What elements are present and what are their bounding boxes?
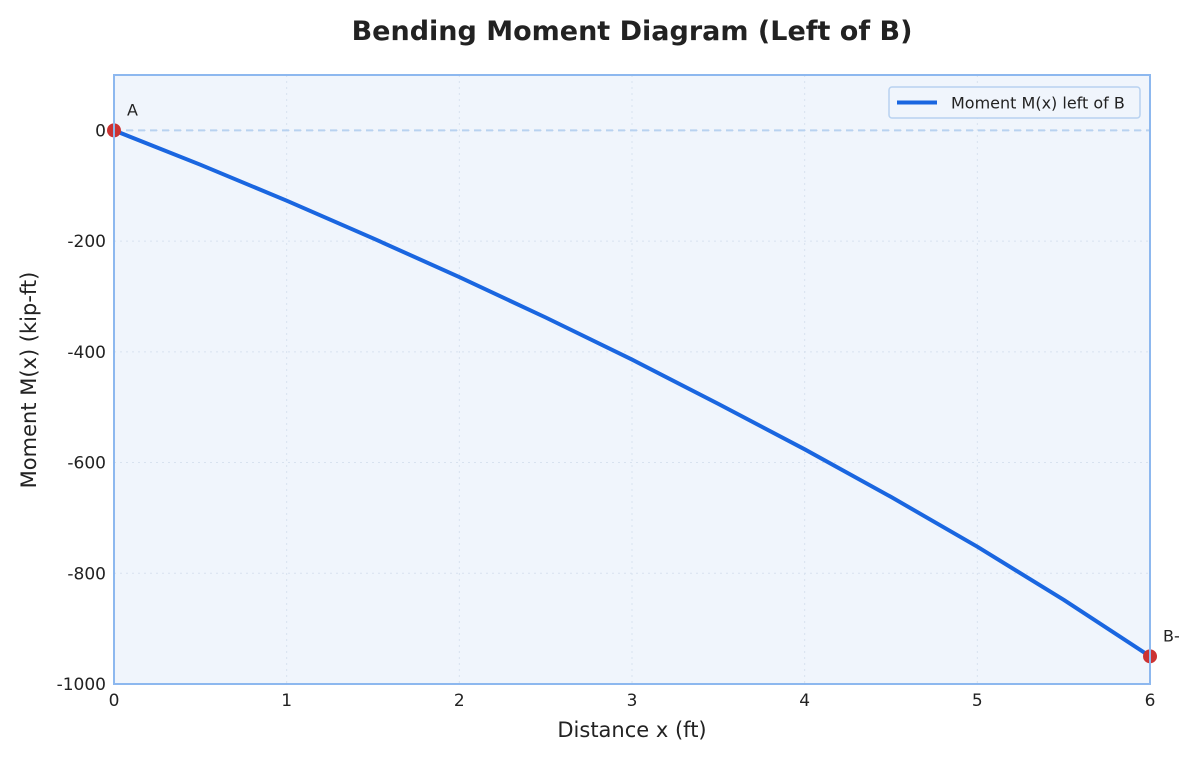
chart-title: Bending Moment Diagram (Left of B) — [352, 16, 913, 47]
x-tick-label-4: 4 — [799, 691, 810, 711]
x-tick-label-2: 2 — [454, 691, 465, 711]
y-axis-label: Moment M(x) (kip-ft) — [17, 272, 41, 489]
plot-background — [114, 75, 1150, 684]
x-axis-label: Distance x (ft) — [557, 718, 706, 742]
x-tick-label-1: 1 — [281, 691, 292, 711]
y-tick-label-0: 0 — [95, 121, 106, 141]
x-tick-label-5: 5 — [972, 691, 983, 711]
series-line-0 — [112, 128, 1152, 659]
legend-box — [888, 86, 1141, 119]
point-label-0: A — [127, 100, 138, 119]
plot-frame — [113, 74, 1151, 685]
x-tick-label-3: 3 — [627, 691, 638, 711]
plot-area: A B- 0 1 2 3 4 5 6 0 -200 -400 -600 -800 -1000 — [57, 74, 1180, 711]
legend: Moment M(x) left of B — [888, 86, 1141, 119]
y-tick-label-5: -1000 — [57, 675, 106, 695]
x-tick-label-0: 0 — [109, 691, 120, 711]
x-tick-label-6: 6 — [1145, 691, 1156, 711]
y-tick-label-4: -800 — [67, 564, 106, 584]
point-label-1: B- — [1163, 626, 1180, 645]
y-tick-label-2: -400 — [67, 343, 106, 363]
legend-label-0: Moment M(x) left of B — [951, 94, 1125, 113]
y-tick-label-1: -200 — [67, 232, 106, 252]
y-tick-label-3: -600 — [67, 454, 106, 474]
